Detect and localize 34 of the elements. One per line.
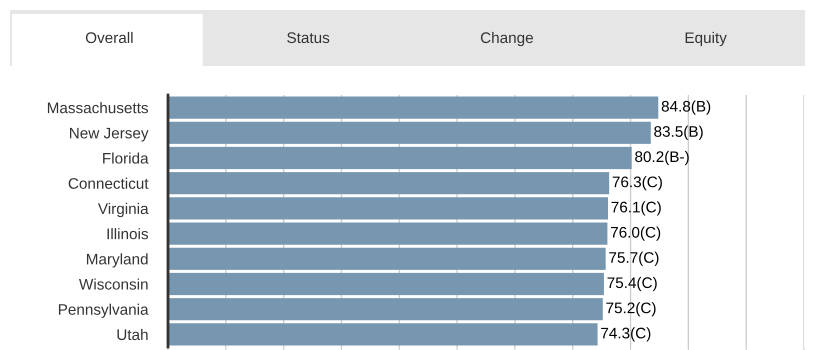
y-tick-label: Utah [117, 328, 148, 340]
y-tick-label: New Jersey [70, 128, 149, 142]
y-tick-label: Virginia [98, 202, 149, 218]
y-tick-label: Florida [103, 152, 149, 164]
bar [168, 222, 608, 245]
data-label: 84.8(B) [662, 100, 710, 115]
bar [168, 323, 598, 346]
bar [168, 298, 603, 320]
data-label: 83.5(B) [654, 126, 703, 140]
bar [168, 197, 608, 220]
bar [168, 172, 610, 194]
data-label: 76.1(C) [612, 201, 661, 216]
bar [168, 96, 658, 119]
text: Equity [686, 32, 727, 46]
y-tick-label: Massachusetts [48, 102, 148, 114]
y-tick-label: Wisconsin [79, 278, 148, 290]
data-label: 80.2(B-) [635, 150, 689, 166]
y-tick-label: Illinois [108, 228, 148, 240]
bar [168, 248, 606, 270]
bar [168, 146, 632, 170]
data-label: 75.7(C) [609, 252, 658, 266]
bar [168, 272, 604, 296]
text: Overall [86, 32, 133, 44]
bar [168, 122, 651, 144]
text: Status [287, 32, 330, 44]
text: Change [480, 32, 533, 46]
data-label: 75.2(C) [606, 302, 656, 316]
data-label: 76.3(C) [612, 176, 662, 190]
y-tick-label: Connecticut [68, 178, 148, 189]
y-tick-label: Pennsylvania [58, 304, 149, 318]
data-label: 75.4(C) [608, 276, 657, 292]
data-label: 76.0(C) [610, 226, 660, 241]
y-tick-label: Maryland [86, 253, 148, 268]
data-label: 74.3(C) [601, 327, 650, 342]
